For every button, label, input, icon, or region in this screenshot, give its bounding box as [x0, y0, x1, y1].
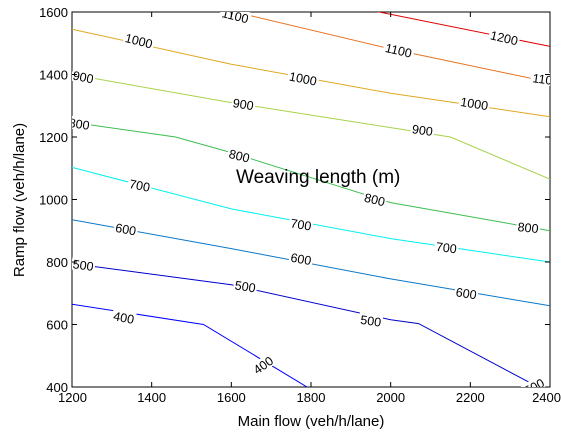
contour-line-1200 — [376, 12, 550, 47]
contour-line-900 — [72, 74, 550, 180]
contour-label-1000: 1000 — [288, 70, 318, 89]
contour-label-bg — [288, 249, 314, 267]
weaving-length-annotation: Weaving length (m) — [236, 167, 400, 188]
contour-label-bg — [232, 277, 259, 295]
contour-label-1200: 1200 — [489, 28, 519, 48]
contour-label-700: 700 — [290, 216, 313, 233]
contour-label-bg — [286, 68, 320, 88]
y-tick-label: 1400 — [39, 68, 68, 83]
contour-label-600: 600 — [114, 221, 137, 238]
axis-ticks: 1200 1400 1600 1800 2000 2200 2400 400 600 800 100… — [39, 5, 561, 405]
contour-line-500 — [72, 263, 540, 387]
contour-label-500: 500 — [522, 376, 547, 398]
contour-label-bg — [230, 95, 257, 112]
contour-label-900: 900 — [411, 122, 434, 139]
contour-label-500: 500 — [359, 313, 382, 330]
plot-area — [71, 11, 551, 388]
contour-label-bg — [218, 12, 252, 26]
contour-label-800: 800 — [363, 191, 387, 210]
contour-label-bg — [72, 256, 96, 273]
contour-label-bg — [113, 220, 139, 238]
contour-label-bg — [122, 30, 156, 51]
contour-label-bg — [72, 115, 92, 132]
contour-label-bg — [361, 189, 388, 209]
y-tick-label: 600 — [46, 318, 68, 333]
contour-label-bg — [382, 40, 416, 60]
contour-label-1000: 1000 — [459, 95, 489, 113]
contour-label-900: 900 — [232, 96, 255, 113]
contour-label-bg — [72, 67, 97, 86]
contour-label-1100: 1100 — [384, 41, 413, 61]
contour-label-bg — [249, 352, 277, 377]
y-tick-label: 400 — [46, 380, 68, 395]
contour-label-800: 800 — [227, 147, 251, 166]
x-tick-label: 2000 — [376, 390, 405, 405]
y-axis-label: Ramp flow (veh/h/lane) — [11, 123, 28, 277]
contour-label-bg — [226, 146, 253, 165]
contour-label-1100: 1100 — [532, 71, 561, 89]
contour-label-700: 700 — [435, 240, 457, 256]
contour-label-bg — [520, 374, 548, 387]
contour-label-bg — [126, 176, 153, 194]
contour-label-bg — [458, 94, 491, 112]
contour-label-bg — [409, 121, 436, 138]
x-tick-label: 1400 — [137, 390, 166, 405]
contour-label-1000: 1000 — [124, 31, 154, 51]
y-tick-label: 1600 — [39, 5, 68, 20]
x-tick-label: 1200 — [58, 390, 87, 405]
contour-label-bg — [288, 215, 314, 233]
contour-label-bg — [111, 308, 137, 326]
y-tick-label: 800 — [46, 255, 68, 270]
contour-label-500: 500 — [234, 278, 257, 295]
contour-label-800: 800 — [68, 116, 91, 133]
contour-label-900: 900 — [72, 69, 95, 87]
contour-label-bg — [515, 219, 541, 235]
contour-lines: 4004005005005005006006006007007007008008… — [68, 12, 561, 398]
contour-label-bg — [529, 70, 550, 88]
contour-label-600: 600 — [289, 251, 312, 268]
contour-label-bg — [487, 27, 521, 48]
x-axis-label: Main flow (veh/h/lane) — [238, 413, 385, 430]
x-tick-label: 2400 — [532, 390, 561, 405]
contour-label-bg — [453, 284, 480, 302]
y-tick-label: 1200 — [39, 130, 68, 145]
y-tick-label: 1000 — [39, 193, 68, 208]
contour-label-700: 700 — [128, 177, 151, 195]
x-tick-label: 1600 — [217, 390, 246, 405]
x-tick-label: 1800 — [297, 390, 326, 405]
contour-label-600: 600 — [455, 285, 478, 302]
x-tick-label: 2200 — [456, 390, 485, 405]
contour-label-bg — [433, 239, 459, 255]
contour-label-800: 800 — [517, 220, 539, 236]
contour-label-400: 400 — [112, 309, 135, 327]
contour-label-500: 500 — [72, 257, 95, 274]
contour-label-bg — [358, 312, 384, 329]
